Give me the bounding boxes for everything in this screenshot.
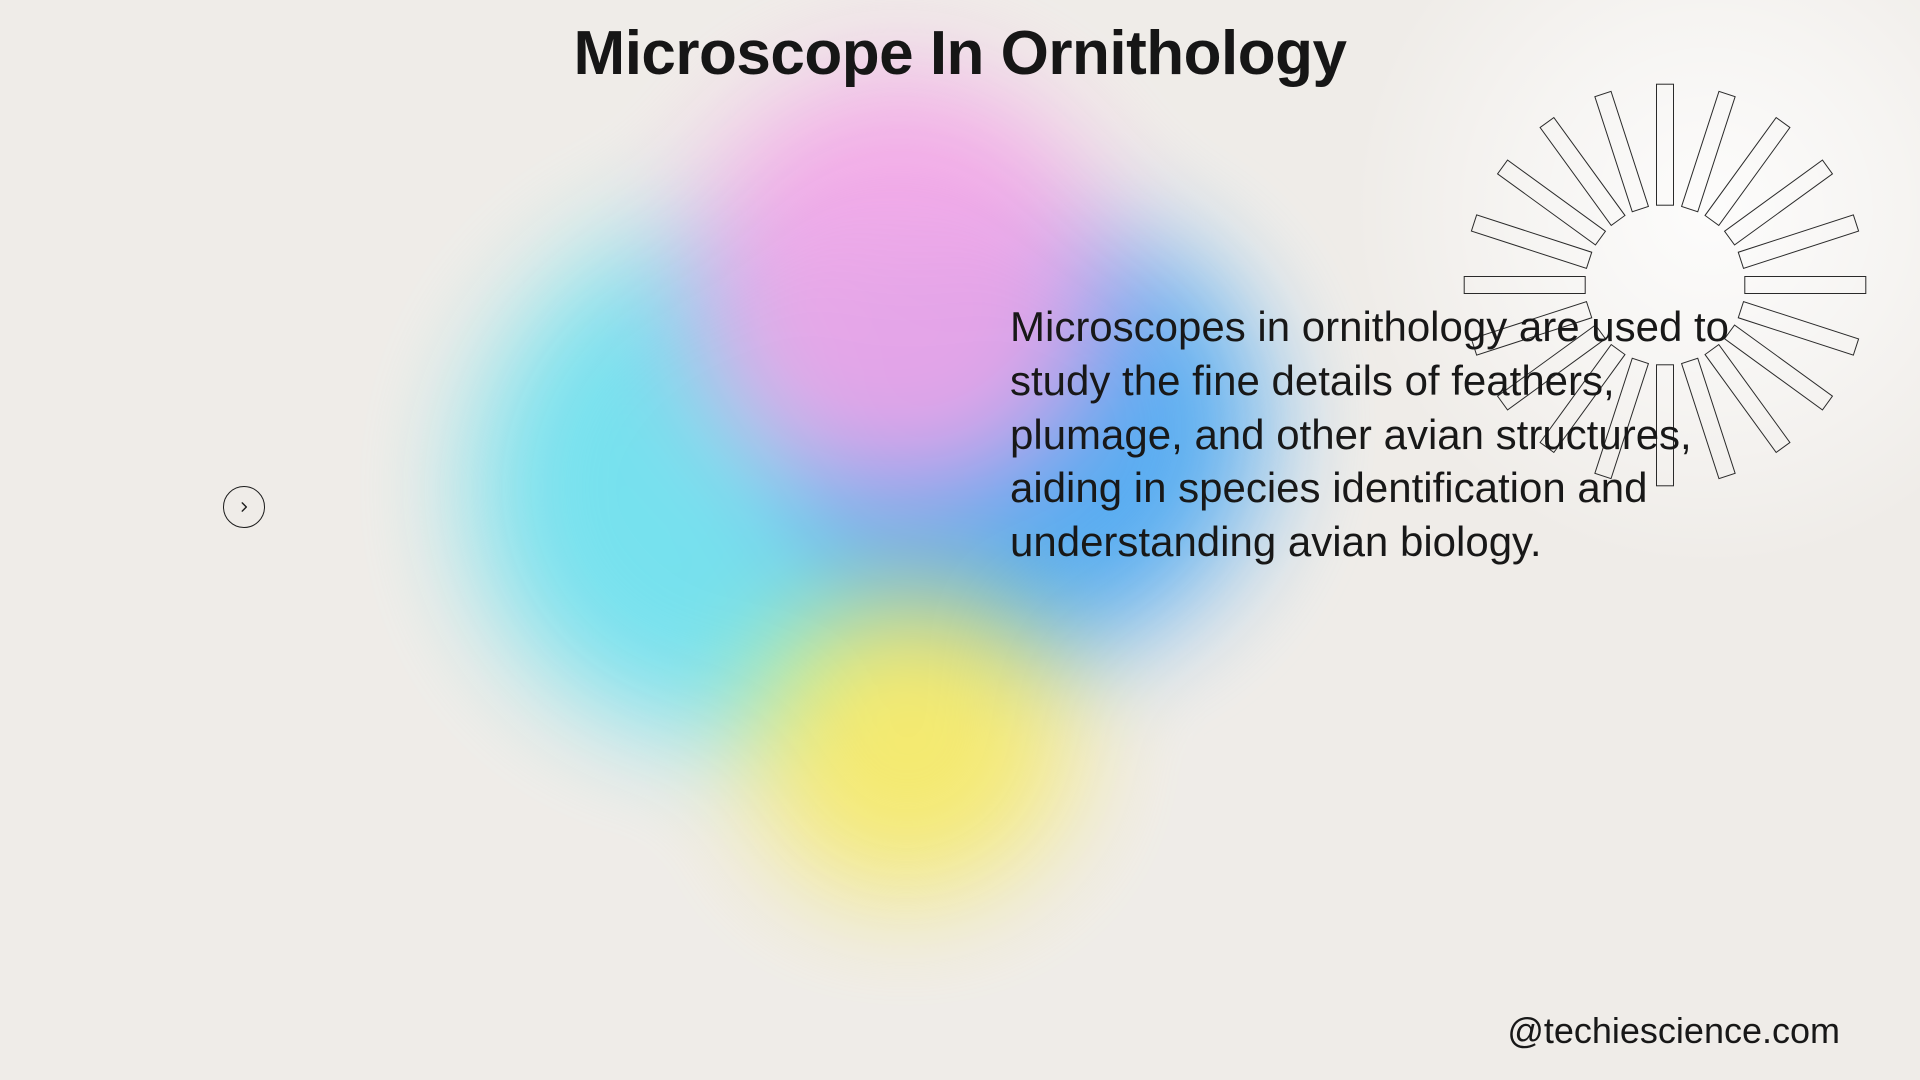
next-button[interactable] [223,486,265,528]
chevron-right-icon [237,500,251,514]
starburst-ray [1594,91,1649,213]
slide: Microscope In Ornithology Microscopes in… [0,0,1920,1080]
attribution: @techiescience.com [1507,1010,1840,1052]
starburst-ray [1744,276,1866,294]
page-title: Microscope In Ornithology [0,18,1920,89]
starburst-ray [1738,301,1860,356]
starburst-ray [1738,214,1860,269]
blob-yellow [708,545,1117,943]
starburst-ray [1704,117,1790,226]
blob-cyan [393,129,1107,821]
starburst-ray [1464,276,1586,294]
starburst-ray [1471,214,1593,269]
starburst-ray [1497,159,1606,245]
starburst-ray [1539,117,1625,226]
starburst-ray [1681,91,1736,213]
starburst-ray [1656,84,1674,206]
starburst-ray [1724,159,1833,245]
body-paragraph: Microscopes in ornithology are used to s… [1010,300,1750,569]
